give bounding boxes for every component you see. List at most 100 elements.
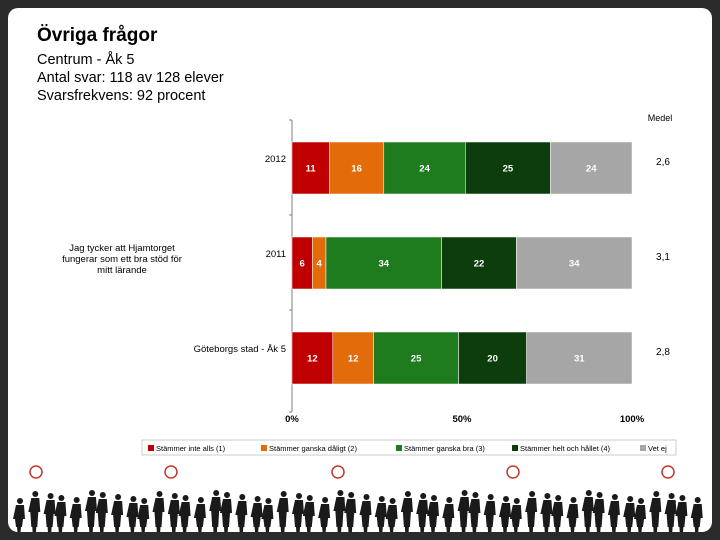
person-silhouette-icon: [126, 503, 139, 532]
person-silhouette-icon: [318, 504, 331, 532]
bar-segment: [550, 141, 633, 195]
person-silhouette-icon: [333, 497, 346, 532]
bar-value-label: 22: [474, 259, 485, 270]
person-silhouette-icon: [69, 504, 82, 532]
person-silhouette-icon: [32, 491, 39, 497]
person-silhouette-icon: [427, 502, 439, 532]
person-silhouette-icon: [43, 500, 56, 532]
bar-segment: [516, 236, 633, 290]
bar-segment: [441, 236, 517, 290]
x-tick-label: 100%: [620, 414, 645, 425]
person-silhouette-icon: [141, 498, 148, 504]
person-silhouette-icon: [292, 500, 304, 532]
legend-label: Stämmer ganska bra (3): [404, 444, 485, 453]
person-silhouette-icon: [47, 493, 54, 499]
person-silhouette-icon: [137, 505, 150, 532]
person-silhouette-icon: [607, 501, 620, 532]
bar-segment: [325, 236, 442, 290]
person-silhouette-icon: [555, 495, 562, 501]
person-silhouette-icon: [570, 497, 577, 503]
legend-label: Stämmer inte alls (1): [156, 444, 226, 453]
person-silhouette-icon: [404, 491, 411, 497]
person-silhouette-icon: [627, 496, 634, 502]
person-silhouette-icon: [544, 493, 551, 499]
person-silhouette-icon: [209, 497, 222, 532]
person-silhouette-icon: [592, 499, 605, 532]
legend-swatch: [640, 445, 646, 451]
person-silhouette-icon: [73, 497, 80, 503]
person-silhouette-icon: [581, 497, 594, 532]
person-silhouette-icon: [503, 496, 509, 502]
legend-box: [141, 439, 677, 456]
person-silhouette-icon: [389, 498, 396, 504]
bar-value-label: 25: [411, 354, 422, 365]
person-silhouette-icon: [566, 504, 579, 532]
person-silhouette-icon: [483, 501, 496, 532]
person-silhouette-icon: [250, 503, 263, 532]
person-silhouette-icon: [694, 497, 701, 503]
bar-value-label: 12: [348, 354, 359, 365]
person-silhouette-icon: [235, 501, 248, 532]
person-silhouette-icon: [224, 492, 230, 498]
person-silhouette-icon: [344, 499, 357, 532]
category-label: Göteborgs stad - Åk 5: [194, 344, 286, 355]
person-silhouette-icon: [611, 494, 618, 500]
page-title: Övriga frågor: [37, 25, 158, 46]
person-silhouette-icon: [265, 498, 272, 504]
person-silhouette-icon: [442, 504, 455, 532]
person-silhouette-icon: [13, 505, 25, 532]
bar-value-label: 11: [306, 164, 317, 175]
bar-value-label: 6: [300, 259, 305, 270]
person-silhouette-icon: [675, 502, 688, 532]
person-silhouette-icon: [649, 498, 662, 532]
question-label: fungerar som ett bra stöd för: [62, 254, 182, 265]
category-label: 2011: [266, 249, 286, 260]
mean-value: 3,1: [656, 252, 670, 263]
person-silhouette-icon: [213, 490, 220, 496]
person-silhouette-icon: [348, 492, 355, 498]
subtitle-responses: Antal svar: 118 av 128 elever: [37, 70, 224, 86]
person-silhouette-icon: [152, 498, 165, 532]
target-icon: [661, 465, 675, 479]
person-silhouette-icon: [623, 503, 636, 532]
person-silhouette-icon: [58, 495, 65, 501]
person-silhouette-icon: [378, 496, 385, 502]
legend-label: Stämmer ganska dåligt (2): [269, 444, 357, 453]
bar-value-label: 34: [569, 259, 580, 270]
person-silhouette-icon: [363, 494, 370, 500]
bar-value-label: 24: [419, 164, 430, 175]
bar-segment: [373, 331, 459, 385]
person-silhouette-icon: [690, 504, 703, 532]
person-silhouette-icon: [306, 495, 313, 501]
person-silhouette-icon: [668, 493, 675, 499]
person-silhouette-icon: [457, 497, 470, 532]
person-silhouette-icon: [472, 492, 479, 498]
footer-people-banner: [13, 465, 703, 532]
target-icon: [164, 465, 178, 479]
bar-value-label: 31: [574, 354, 585, 365]
person-silhouette-icon: [296, 493, 302, 499]
person-silhouette-icon: [54, 502, 67, 532]
person-silhouette-icon: [167, 500, 180, 532]
person-silhouette-icon: [280, 491, 287, 497]
person-silhouette-icon: [374, 503, 387, 532]
person-silhouette-icon: [17, 498, 23, 504]
target-icon: [29, 465, 43, 479]
person-silhouette-icon: [89, 490, 95, 496]
person-silhouette-icon: [85, 497, 97, 532]
question-label: mitt lärande: [97, 265, 147, 276]
subtitle-school: Centrum - Åk 5: [37, 52, 135, 68]
subtitle-rate: Svarsfrekvens: 92 procent: [37, 88, 206, 104]
person-silhouette-icon: [178, 502, 191, 532]
person-silhouette-icon: [653, 491, 660, 497]
person-silhouette-icon: [509, 505, 522, 532]
person-silhouette-icon: [337, 490, 344, 496]
person-silhouette-icon: [193, 504, 206, 532]
question-label: Jag tycker att Hjamtorget: [69, 243, 175, 254]
bar-value-label: 12: [307, 354, 318, 365]
bar-value-label: 24: [586, 164, 597, 175]
legend-swatch: [261, 445, 267, 451]
bar-value-label: 25: [503, 164, 514, 175]
legend-label: Stämmer helt och hållet (4): [520, 444, 611, 453]
